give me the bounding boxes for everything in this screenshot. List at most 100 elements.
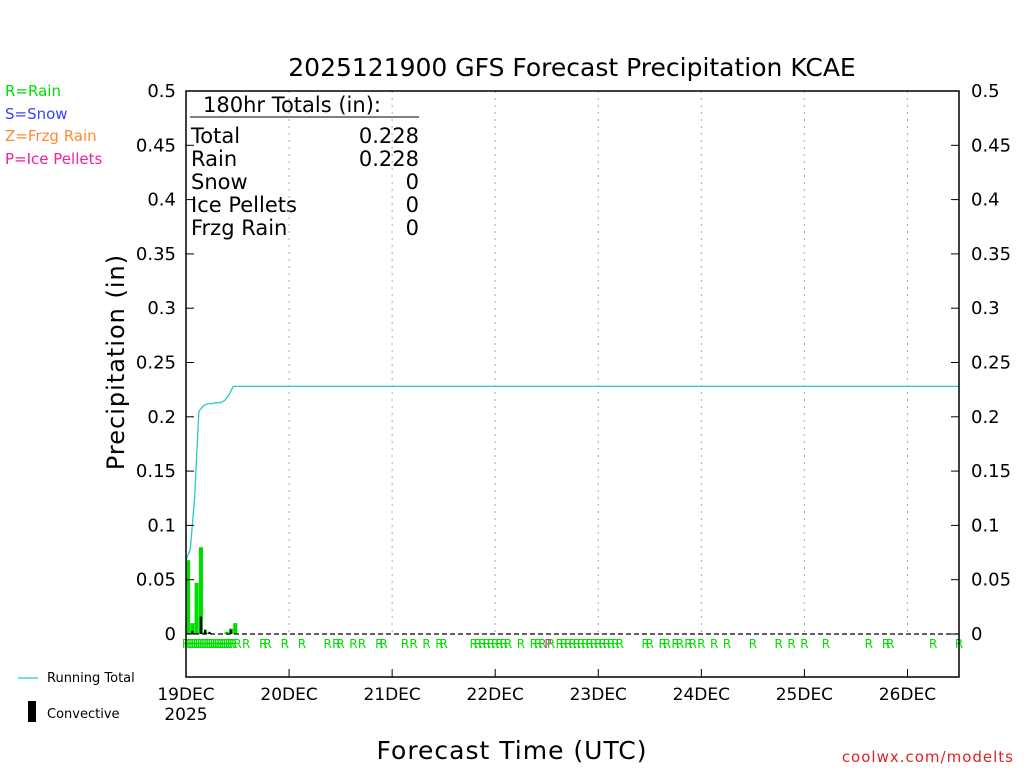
rain-marker-44: R xyxy=(482,637,490,651)
y-tick-label-right-2: 0.1 xyxy=(971,515,1000,536)
y-tick-label-right-6: 0.3 xyxy=(971,298,1000,319)
rain-marker-62: R xyxy=(586,637,594,651)
legend-frzg-rain: Z=Frzg Rain xyxy=(5,127,97,145)
rain-marker-31: R xyxy=(336,637,344,651)
y-tick-label-left-6: 0.3 xyxy=(147,298,176,319)
rain-marker-82: R xyxy=(774,637,782,651)
rain-marker-19: R xyxy=(223,637,231,651)
legend-ice-pellets: P=Ice Pellets xyxy=(5,150,102,168)
y-tick-label-left-1: 0.05 xyxy=(136,570,176,591)
convective-bar-3 xyxy=(208,631,211,634)
rain-marker-12: R xyxy=(208,637,216,651)
rain-marker-8: R xyxy=(199,637,207,651)
y-tick-label-left-2: 0.1 xyxy=(147,515,176,536)
rain-bar-2 xyxy=(194,582,199,634)
rain-marker-65: R xyxy=(598,637,606,651)
totals-label-total: Total xyxy=(190,124,240,148)
running-total-line xyxy=(185,385,959,561)
rain-marker-21: R xyxy=(227,637,235,651)
rain-marker-70: R xyxy=(641,637,649,651)
rain-bar-1 xyxy=(190,623,195,634)
rain-marker-84: R xyxy=(800,637,808,651)
precip-bars xyxy=(186,547,238,634)
chart-title: 2025121900 GFS Forecast Precipitation KC… xyxy=(288,53,855,82)
convective-bar-2 xyxy=(204,629,207,634)
rain-marker-55: R xyxy=(555,637,563,651)
rain-marker-88: R xyxy=(886,637,894,651)
rain-marker-72: R xyxy=(659,637,667,651)
rain-marker-20: R xyxy=(225,637,233,651)
rain-marker-53: R xyxy=(538,637,546,651)
rain-marker-81: R xyxy=(749,637,757,651)
rain-marker-23: R xyxy=(233,637,241,651)
totals-value-ice-pellets: 0 xyxy=(406,193,419,217)
rain-marker-32: R xyxy=(349,637,357,651)
rain-marker-28: R xyxy=(298,637,306,651)
rain-marker-87: R xyxy=(882,637,890,651)
rain-marker-38: R xyxy=(422,637,430,651)
y-tick-label-left-3: 0.15 xyxy=(136,461,176,482)
rain-marker-68: R xyxy=(611,637,619,651)
y-tick-labels-right: 0 0.05 0.1 0.15 0.2 0.25 0.3 0.35 0.4 0.45 0.5 xyxy=(971,81,1011,645)
running-total-legend-label: Running Total xyxy=(47,671,135,686)
y-tick-label-left-10: 0.5 xyxy=(147,81,176,102)
rain-marker-73: R xyxy=(663,637,671,651)
x-tick-label-1: 20DEC xyxy=(260,685,317,705)
convective-legend-label: Convective xyxy=(47,707,120,722)
rain-marker-34: R xyxy=(375,637,383,651)
running-total-line-group xyxy=(185,385,959,561)
credit-text: coolwx.com/modelts xyxy=(842,748,1014,766)
rain-marker-10: R xyxy=(203,637,211,651)
convective-legend-swatch xyxy=(28,701,36,722)
x-tick-label-3: 22DEC xyxy=(467,685,524,705)
rain-marker-3: R xyxy=(188,637,196,651)
plot-frame xyxy=(185,90,960,678)
rain-marker-78: R xyxy=(697,637,705,651)
rain-marker-40: R xyxy=(439,637,447,651)
x-axis-label: Forecast Time (UTC) xyxy=(377,736,648,765)
rain-marker-54: R xyxy=(547,637,555,651)
totals-box: 180hr Totals (in): Total 0.228 Rain 0.22… xyxy=(190,93,419,240)
x-tick-label-6: 25DEC xyxy=(776,685,833,705)
vertical-gridlines xyxy=(288,91,908,634)
rain-marker-80: R xyxy=(723,637,731,651)
totals-value-frzg-rain: 0 xyxy=(406,216,419,240)
rain-marker-11: R xyxy=(205,637,213,651)
rain-marker-45: R xyxy=(487,637,495,651)
rain-marker-5: R xyxy=(193,637,201,651)
series-legend: Running Total Convective xyxy=(18,671,135,722)
totals-label-ice-pellets: Ice Pellets xyxy=(191,193,297,217)
rain-bar-0 xyxy=(186,560,191,634)
rain-marker-79: R xyxy=(710,637,718,651)
axes xyxy=(185,90,960,678)
convective-bar-1 xyxy=(199,616,203,634)
rain-marker-37: R xyxy=(409,637,417,651)
rain-marker-26: R xyxy=(263,637,271,651)
y-tick-labels-left: 0 0.05 0.1 0.15 0.2 0.25 0.3 0.35 0.4 0.45 0.5 xyxy=(136,81,176,645)
y-tick-label-left-9: 0.45 xyxy=(136,135,176,156)
rain-marker-66: R xyxy=(603,637,611,651)
y-tick-label-left-8: 0.4 xyxy=(147,190,176,211)
rain-marker-89: R xyxy=(929,637,937,651)
x-tick-label-2: 21DEC xyxy=(363,685,420,705)
rain-marker-63: R xyxy=(590,637,598,651)
y-tick-label-left-4: 0.2 xyxy=(147,407,176,428)
rain-marker-71: R xyxy=(646,637,654,651)
totals-value-rain: 0.228 xyxy=(359,147,419,171)
y-tick-label-left-0: 0 xyxy=(165,624,176,645)
rain-bar-3 xyxy=(198,547,203,634)
precip-type-legend: R=Rain S=Snow Z=Frzg Rain P=Ice Pellets xyxy=(5,82,102,168)
x-tick-label-0: 19DEC xyxy=(157,685,214,705)
convective-bar-0 xyxy=(191,630,194,634)
rain-marker-74: R xyxy=(671,637,679,651)
x-tick-label-7: 26DEC xyxy=(879,685,936,705)
rain-marker-75: R xyxy=(676,637,684,651)
rain-marker-36: R xyxy=(401,637,409,651)
rain-marker-43: R xyxy=(478,637,486,651)
rain-marker-50: R xyxy=(517,637,525,651)
rain-marker-39: R xyxy=(435,637,443,651)
rain-bar-6 xyxy=(224,631,229,634)
x-tick-label-5: 24DEC xyxy=(673,685,730,705)
